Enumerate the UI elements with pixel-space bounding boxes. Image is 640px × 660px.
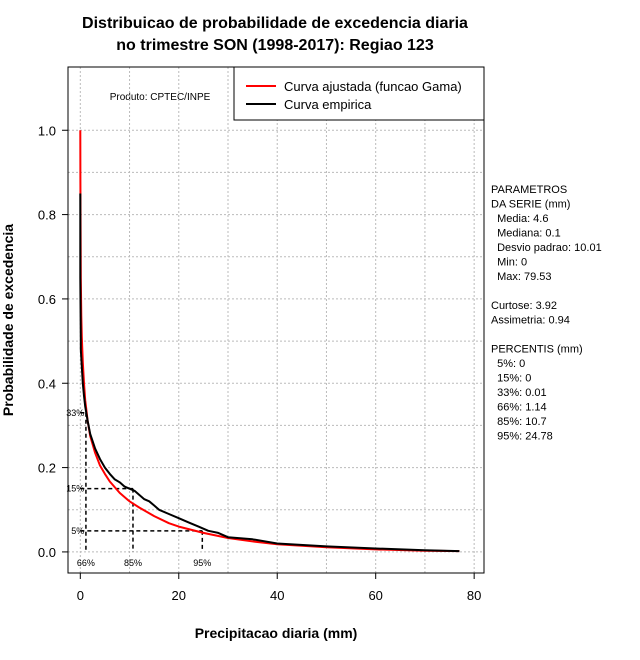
empirical-curve-line xyxy=(79,193,460,553)
stats-line: 95%: 24.78 xyxy=(491,431,553,443)
x-tick-label: 20 xyxy=(172,588,186,603)
y-axis-label: Probabilidade de excedencia xyxy=(0,224,16,416)
percentile-x-label: 95% xyxy=(193,558,211,568)
x-tick-label: 80 xyxy=(467,588,481,603)
axes: 0 20 40 60 80 0.0 0.2 0.4 0.6 0.8 1.0 xyxy=(38,123,481,603)
y-tick-label: 0.2 xyxy=(38,461,56,476)
stats-line: 66%: 1.14 xyxy=(491,402,547,414)
stats-line: Curtose: 3.92 xyxy=(491,300,557,312)
plot-frame xyxy=(67,66,485,574)
chart-title-line1: Distribuicao de probabilidade de exceden… xyxy=(82,15,468,32)
series-lines xyxy=(79,130,460,553)
x-tick-label: 0 xyxy=(77,588,84,603)
percentile-prob-label: 15% xyxy=(66,484,84,494)
stats-line: 15%: 0 xyxy=(491,373,531,385)
y-tick-label: 0.0 xyxy=(38,545,56,560)
legend-box xyxy=(233,66,485,121)
stats-line: 33%: 0.01 xyxy=(491,387,547,399)
legend-label-fitted: Curva ajustada (funcao Gama) xyxy=(284,79,462,94)
x-tick-label: 60 xyxy=(368,588,382,603)
stats-line: Max: 79.53 xyxy=(491,271,552,283)
product-label: Produto: CPTEC/INPE xyxy=(110,92,211,103)
stats-line: PERCENTIS (mm) xyxy=(491,344,583,356)
percentile-prob-label: 5% xyxy=(71,526,84,536)
stats-line: DA SERIE (mm) xyxy=(491,199,570,211)
y-tick-label: 0.8 xyxy=(38,208,56,223)
percentile-prob-label: 33% xyxy=(66,408,84,418)
stats-line: Mediana: 0.1 xyxy=(491,228,561,240)
grid xyxy=(68,67,484,573)
stats-line: Assimetria: 0.94 xyxy=(491,315,570,327)
legend: Curva ajustada (funcao Gama) Curva empir… xyxy=(233,66,485,121)
percentile-markers: 33% 66% 15% 85% 5% 95% xyxy=(66,408,211,568)
y-tick-label: 1.0 xyxy=(38,123,56,138)
chart-title-line2: no trimestre SON (1998-2017): Regiao 123 xyxy=(116,37,434,54)
percentile-x-label: 66% xyxy=(77,558,95,568)
legend-label-empirical: Curva empirica xyxy=(284,97,372,112)
x-tick-label: 40 xyxy=(270,588,284,603)
y-tick-label: 0.4 xyxy=(38,376,56,391)
percentile-x-label: 85% xyxy=(124,558,142,568)
stats-line: 5%: 0 xyxy=(491,358,525,370)
y-tick-label: 0.6 xyxy=(38,292,56,307)
x-axis-label: Precipitacao diaria (mm) xyxy=(195,625,358,641)
statistics-panel: PARAMETROS DA SERIE (mm) Media: 4.6 Media… xyxy=(491,184,602,443)
stats-line: PARAMETROS xyxy=(491,184,567,196)
stats-line: Min: 0 xyxy=(491,257,527,269)
stats-line: 85%: 10.7 xyxy=(491,416,547,428)
stats-line: Desvio padrao: 10.01 xyxy=(491,242,602,254)
stats-line: Media: 4.6 xyxy=(491,213,548,225)
